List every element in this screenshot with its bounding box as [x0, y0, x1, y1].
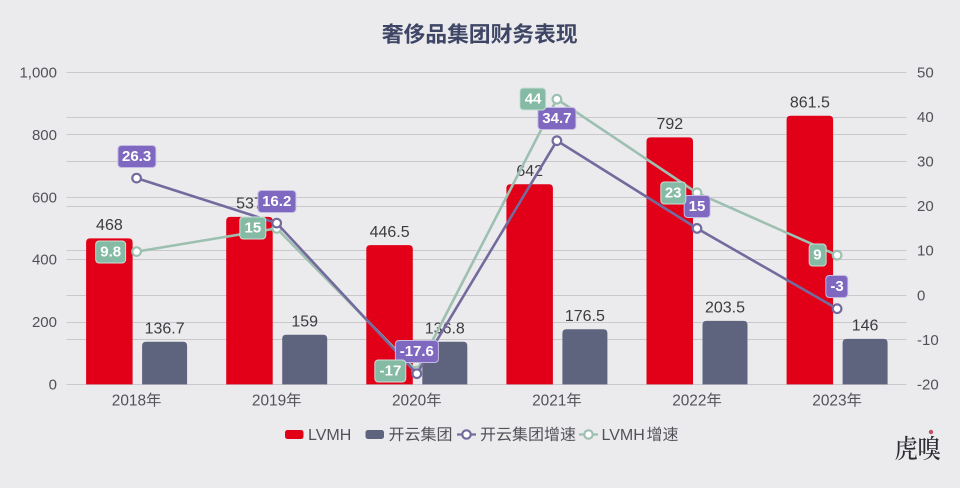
svg-text:40: 40	[917, 109, 934, 126]
svg-text:1,000: 1,000	[19, 65, 57, 82]
svg-text:203.5: 203.5	[705, 300, 745, 317]
svg-text:LVMH: LVMH	[308, 427, 351, 444]
svg-text:-10: -10	[917, 332, 939, 349]
svg-text:136.7: 136.7	[145, 321, 185, 338]
svg-text:800: 800	[32, 127, 57, 144]
svg-text:0: 0	[917, 287, 925, 304]
svg-text:861.5: 861.5	[790, 95, 830, 112]
svg-text:-20: -20	[917, 376, 939, 393]
svg-text:0: 0	[49, 376, 57, 393]
svg-text:400: 400	[32, 252, 57, 269]
svg-text:537: 537	[236, 196, 263, 213]
svg-text:2018: 2018	[112, 393, 146, 410]
svg-text:446.5: 446.5	[370, 224, 410, 241]
svg-text:50: 50	[917, 65, 934, 82]
svg-text:600: 600	[32, 189, 57, 206]
svg-text:30: 30	[917, 154, 934, 171]
svg-text:LVMH: LVMH	[602, 427, 645, 444]
svg-text:2023: 2023	[812, 393, 846, 410]
svg-text:468: 468	[96, 217, 123, 234]
svg-text:792: 792	[656, 116, 683, 133]
svg-text:159: 159	[291, 314, 318, 331]
svg-text:2021: 2021	[532, 393, 566, 410]
svg-text:2019: 2019	[252, 393, 286, 410]
svg-text:10: 10	[917, 243, 934, 260]
svg-text:200: 200	[32, 314, 57, 331]
svg-text:176.5: 176.5	[565, 308, 605, 325]
svg-text:146: 146	[852, 318, 879, 335]
svg-text:20: 20	[917, 198, 934, 215]
svg-text:2022: 2022	[672, 393, 706, 410]
svg-text:2020: 2020	[392, 393, 426, 410]
